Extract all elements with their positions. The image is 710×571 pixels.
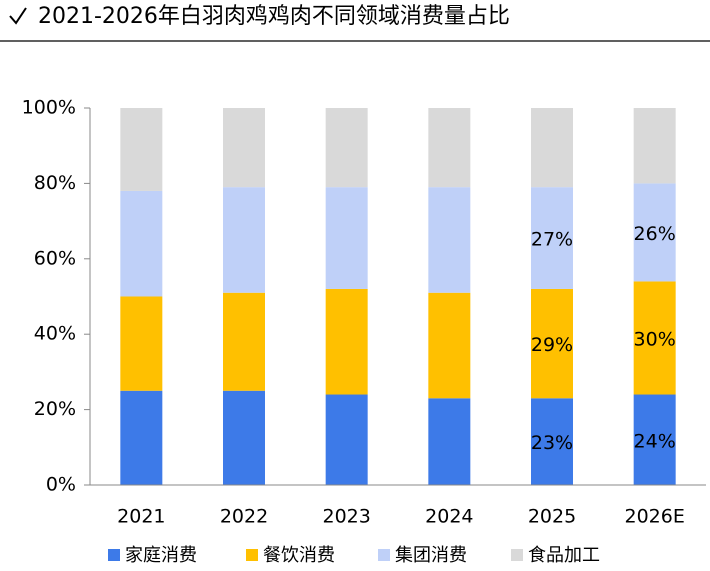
bar-segment [120, 296, 163, 391]
bar-segment [633, 108, 676, 184]
y-tick-label: 0% [46, 474, 76, 496]
bar-segment [633, 281, 676, 395]
bar-segment [531, 187, 573, 289]
legend-swatch [246, 549, 258, 561]
bar-segment [120, 190, 163, 297]
bar-segment [223, 292, 265, 391]
bar-segment [325, 108, 368, 188]
bar-segment [223, 390, 265, 485]
legend-label: 食品加工 [528, 545, 600, 566]
data-label: 30% [634, 328, 676, 350]
legend-swatch [108, 549, 120, 561]
legend-swatch [378, 549, 390, 561]
bar-segment [531, 108, 573, 188]
data-label: 23% [531, 432, 573, 454]
y-tick-label: 60% [34, 247, 76, 269]
data-label: 26% [634, 223, 676, 245]
y-tick-label: 20% [34, 398, 76, 420]
bar-segment [223, 187, 265, 293]
x-tick-label: 2021 [117, 506, 165, 528]
bar-segment [428, 398, 471, 485]
bar-segment [325, 288, 368, 395]
legend-label: 集团消费 [395, 545, 467, 566]
chart-title: 2021-2026年白羽肉鸡鸡肉不同领域消费量占比 [38, 4, 510, 29]
legend-swatch [511, 549, 523, 561]
bar-segment [633, 183, 676, 282]
x-tick-label: 2025 [528, 506, 576, 528]
data-label: 29% [531, 334, 573, 356]
data-label: 27% [531, 229, 573, 251]
bar-segment [531, 398, 573, 485]
y-tick-label: 100% [22, 97, 76, 119]
bar-segment [633, 394, 676, 485]
bar-segment [428, 292, 471, 399]
x-tick-label: 2022 [220, 506, 268, 528]
y-tick-label: 40% [34, 323, 76, 345]
bar-segment [120, 108, 163, 191]
check-icon [9, 7, 27, 25]
bar-segment [428, 187, 471, 293]
bar-segment [428, 108, 471, 188]
x-tick-label: 2026E [624, 506, 684, 528]
legend-label: 餐饮消费 [263, 545, 335, 566]
bar-segment [325, 394, 368, 485]
x-tick-label: 2024 [425, 506, 473, 528]
x-tick-label: 2023 [322, 506, 370, 528]
legend-label: 家庭消费 [125, 545, 197, 566]
bar-segment [325, 187, 368, 289]
data-label: 24% [634, 430, 676, 452]
bar-segment [120, 390, 163, 485]
bar-segment [531, 288, 573, 399]
bar-segment [223, 108, 265, 188]
y-tick-label: 80% [34, 172, 76, 194]
